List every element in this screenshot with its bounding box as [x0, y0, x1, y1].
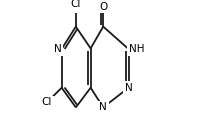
- Text: N: N: [54, 44, 62, 54]
- Text: O: O: [99, 2, 107, 12]
- Text: NH: NH: [129, 44, 144, 54]
- Text: Cl: Cl: [42, 97, 52, 107]
- Text: N: N: [99, 102, 107, 112]
- Text: N: N: [125, 83, 132, 93]
- Text: Cl: Cl: [71, 0, 81, 9]
